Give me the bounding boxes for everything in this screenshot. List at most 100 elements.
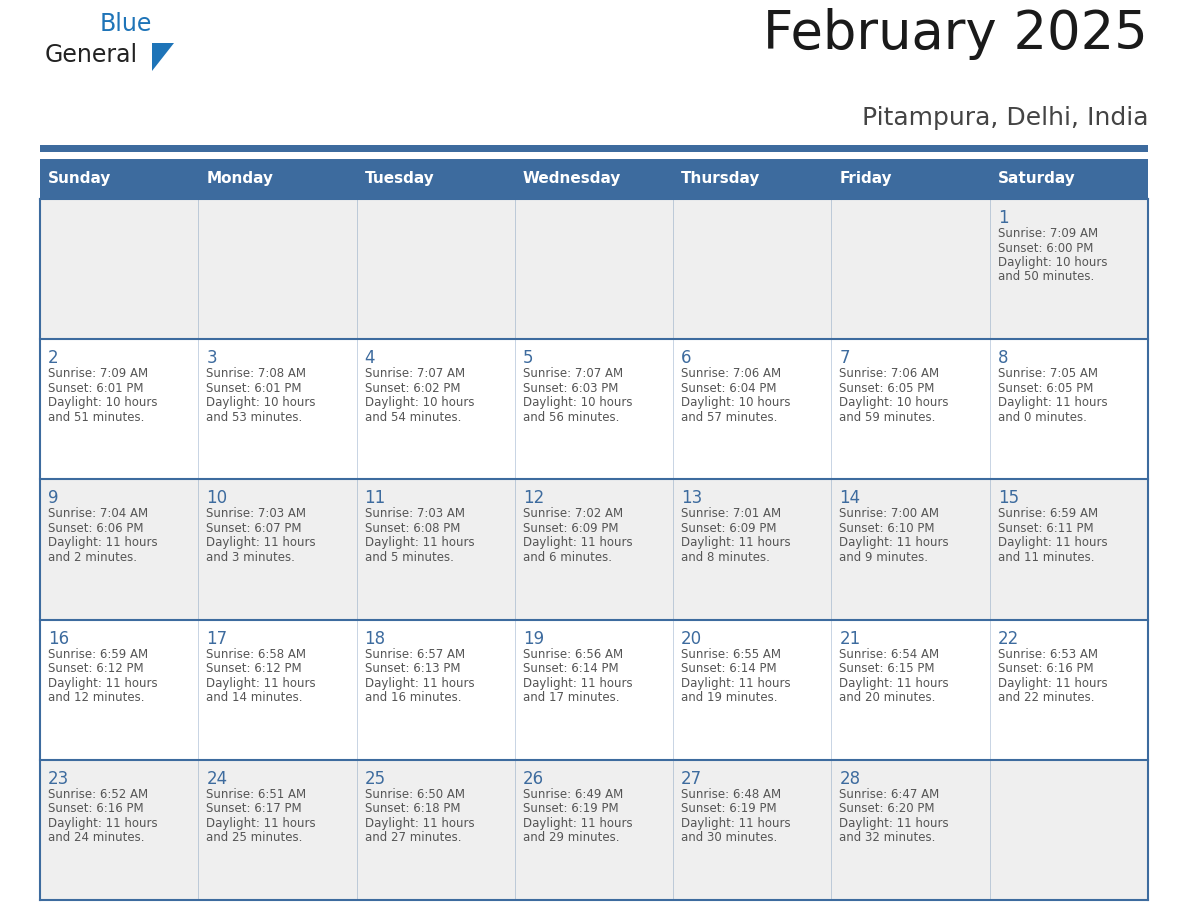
- Text: 16: 16: [48, 630, 69, 647]
- Text: Sunrise: 7:07 AM: Sunrise: 7:07 AM: [523, 367, 623, 380]
- Text: 10: 10: [207, 489, 227, 508]
- Text: Sunset: 6:11 PM: Sunset: 6:11 PM: [998, 522, 1093, 535]
- Text: and 20 minutes.: and 20 minutes.: [840, 691, 936, 704]
- Text: Sunset: 6:07 PM: Sunset: 6:07 PM: [207, 522, 302, 535]
- Text: Sunset: 6:19 PM: Sunset: 6:19 PM: [681, 802, 777, 815]
- Text: 7: 7: [840, 349, 849, 367]
- Text: Sunset: 6:20 PM: Sunset: 6:20 PM: [840, 802, 935, 815]
- Text: and 59 minutes.: and 59 minutes.: [840, 410, 936, 424]
- Text: and 27 minutes.: and 27 minutes.: [365, 832, 461, 845]
- Text: and 0 minutes.: and 0 minutes.: [998, 410, 1087, 424]
- Text: Sunset: 6:04 PM: Sunset: 6:04 PM: [681, 382, 777, 395]
- Text: Wednesday: Wednesday: [523, 172, 621, 186]
- Text: Daylight: 10 hours: Daylight: 10 hours: [840, 397, 949, 409]
- Text: Sunrise: 6:53 AM: Sunrise: 6:53 AM: [998, 647, 1098, 661]
- Text: Sunrise: 7:08 AM: Sunrise: 7:08 AM: [207, 367, 307, 380]
- Bar: [990, 159, 1148, 199]
- Text: Daylight: 11 hours: Daylight: 11 hours: [681, 677, 791, 689]
- Text: Sunset: 6:09 PM: Sunset: 6:09 PM: [523, 522, 619, 535]
- Text: Daylight: 11 hours: Daylight: 11 hours: [365, 817, 474, 830]
- Text: Sunrise: 6:47 AM: Sunrise: 6:47 AM: [840, 788, 940, 800]
- Text: 20: 20: [681, 630, 702, 647]
- Text: Monday: Monday: [207, 172, 273, 186]
- Text: Daylight: 11 hours: Daylight: 11 hours: [207, 677, 316, 689]
- Text: Sunset: 6:14 PM: Sunset: 6:14 PM: [681, 662, 777, 675]
- Text: Sunrise: 7:03 AM: Sunrise: 7:03 AM: [365, 508, 465, 521]
- Text: Sunday: Sunday: [48, 172, 112, 186]
- Text: and 29 minutes.: and 29 minutes.: [523, 832, 619, 845]
- Text: 14: 14: [840, 489, 860, 508]
- Text: Sunrise: 7:00 AM: Sunrise: 7:00 AM: [840, 508, 940, 521]
- Text: Sunrise: 6:58 AM: Sunrise: 6:58 AM: [207, 647, 307, 661]
- Text: Sunset: 6:12 PM: Sunset: 6:12 PM: [207, 662, 302, 675]
- Text: Daylight: 11 hours: Daylight: 11 hours: [840, 536, 949, 549]
- Text: and 24 minutes.: and 24 minutes.: [48, 832, 145, 845]
- Text: Sunrise: 7:01 AM: Sunrise: 7:01 AM: [681, 508, 782, 521]
- Text: Saturday: Saturday: [998, 172, 1075, 186]
- Text: and 2 minutes.: and 2 minutes.: [48, 551, 137, 564]
- Text: Sunset: 6:16 PM: Sunset: 6:16 PM: [48, 802, 144, 815]
- Text: Sunset: 6:02 PM: Sunset: 6:02 PM: [365, 382, 460, 395]
- Text: Sunrise: 7:07 AM: Sunrise: 7:07 AM: [365, 367, 465, 380]
- Text: and 25 minutes.: and 25 minutes.: [207, 832, 303, 845]
- Text: Daylight: 11 hours: Daylight: 11 hours: [365, 536, 474, 549]
- Text: Sunrise: 6:50 AM: Sunrise: 6:50 AM: [365, 788, 465, 800]
- Text: Daylight: 11 hours: Daylight: 11 hours: [48, 536, 158, 549]
- Text: and 9 minutes.: and 9 minutes.: [840, 551, 929, 564]
- Text: and 53 minutes.: and 53 minutes.: [207, 410, 303, 424]
- Text: Sunrise: 7:02 AM: Sunrise: 7:02 AM: [523, 508, 623, 521]
- Text: Sunrise: 6:57 AM: Sunrise: 6:57 AM: [365, 647, 465, 661]
- Text: Sunrise: 6:54 AM: Sunrise: 6:54 AM: [840, 647, 940, 661]
- Text: February 2025: February 2025: [763, 8, 1148, 60]
- Text: Sunrise: 7:09 AM: Sunrise: 7:09 AM: [998, 227, 1098, 240]
- Text: 19: 19: [523, 630, 544, 647]
- Polygon shape: [152, 43, 173, 71]
- Text: Daylight: 11 hours: Daylight: 11 hours: [48, 817, 158, 830]
- Text: Daylight: 10 hours: Daylight: 10 hours: [365, 397, 474, 409]
- Text: and 50 minutes.: and 50 minutes.: [998, 271, 1094, 284]
- Text: and 17 minutes.: and 17 minutes.: [523, 691, 619, 704]
- Text: 12: 12: [523, 489, 544, 508]
- Text: 3: 3: [207, 349, 217, 367]
- Text: Pitampura, Delhi, India: Pitampura, Delhi, India: [861, 106, 1148, 130]
- Text: Sunrise: 7:04 AM: Sunrise: 7:04 AM: [48, 508, 148, 521]
- Bar: [40, 145, 1148, 152]
- Text: and 8 minutes.: and 8 minutes.: [681, 551, 770, 564]
- Text: 13: 13: [681, 489, 702, 508]
- Text: Daylight: 11 hours: Daylight: 11 hours: [48, 677, 158, 689]
- Text: General: General: [45, 43, 138, 67]
- Text: Daylight: 11 hours: Daylight: 11 hours: [681, 817, 791, 830]
- Text: and 12 minutes.: and 12 minutes.: [48, 691, 145, 704]
- Text: and 32 minutes.: and 32 minutes.: [840, 832, 936, 845]
- Bar: [40, 760, 1148, 900]
- Text: and 16 minutes.: and 16 minutes.: [365, 691, 461, 704]
- Text: Sunset: 6:16 PM: Sunset: 6:16 PM: [998, 662, 1093, 675]
- Text: Sunrise: 7:06 AM: Sunrise: 7:06 AM: [681, 367, 782, 380]
- Text: and 3 minutes.: and 3 minutes.: [207, 551, 295, 564]
- Text: and 51 minutes.: and 51 minutes.: [48, 410, 145, 424]
- Text: Daylight: 10 hours: Daylight: 10 hours: [207, 397, 316, 409]
- Text: Sunset: 6:12 PM: Sunset: 6:12 PM: [48, 662, 144, 675]
- Text: and 57 minutes.: and 57 minutes.: [681, 410, 777, 424]
- Text: Daylight: 10 hours: Daylight: 10 hours: [681, 397, 791, 409]
- Text: Sunset: 6:01 PM: Sunset: 6:01 PM: [207, 382, 302, 395]
- Text: Daylight: 11 hours: Daylight: 11 hours: [365, 677, 474, 689]
- Text: and 11 minutes.: and 11 minutes.: [998, 551, 1094, 564]
- Text: Sunrise: 6:48 AM: Sunrise: 6:48 AM: [681, 788, 782, 800]
- Text: 1: 1: [998, 209, 1009, 227]
- Text: Sunrise: 6:51 AM: Sunrise: 6:51 AM: [207, 788, 307, 800]
- Bar: [40, 339, 1148, 479]
- Text: Sunset: 6:10 PM: Sunset: 6:10 PM: [840, 522, 935, 535]
- Text: Sunrise: 6:52 AM: Sunrise: 6:52 AM: [48, 788, 148, 800]
- Text: Sunset: 6:14 PM: Sunset: 6:14 PM: [523, 662, 619, 675]
- Bar: [198, 159, 356, 199]
- Text: Daylight: 11 hours: Daylight: 11 hours: [998, 536, 1107, 549]
- Text: 15: 15: [998, 489, 1019, 508]
- Text: 23: 23: [48, 770, 69, 788]
- Text: and 5 minutes.: and 5 minutes.: [365, 551, 454, 564]
- Text: Thursday: Thursday: [681, 172, 760, 186]
- Text: Daylight: 11 hours: Daylight: 11 hours: [681, 536, 791, 549]
- Text: 26: 26: [523, 770, 544, 788]
- Text: Daylight: 11 hours: Daylight: 11 hours: [840, 817, 949, 830]
- Text: Sunrise: 7:05 AM: Sunrise: 7:05 AM: [998, 367, 1098, 380]
